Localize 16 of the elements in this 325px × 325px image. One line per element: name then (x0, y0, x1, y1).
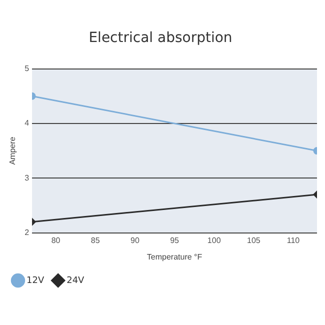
y-tick-label: 4 (24, 118, 30, 128)
x-tick-label: 85 (90, 236, 100, 245)
x-tick-label: 80 (51, 236, 61, 245)
x-tick-label: 95 (170, 236, 180, 245)
x-tick-label: 105 (247, 236, 261, 245)
x-axis-title: Temperature °F (146, 252, 202, 262)
x-tick-label: 90 (130, 236, 140, 245)
y-tick-label: 3 (24, 173, 30, 182)
legend-label: 24V (66, 276, 86, 286)
legend-label: 12V (26, 276, 45, 286)
x-tick-label: 100 (207, 236, 222, 245)
chart-title: Electrical absorption (88, 30, 232, 46)
y-tick-label: 2 (24, 228, 30, 238)
x-tick-label: 110 (286, 236, 300, 245)
y-tick-label: 5 (24, 64, 30, 74)
y-axis-title: Ampere (8, 136, 18, 165)
